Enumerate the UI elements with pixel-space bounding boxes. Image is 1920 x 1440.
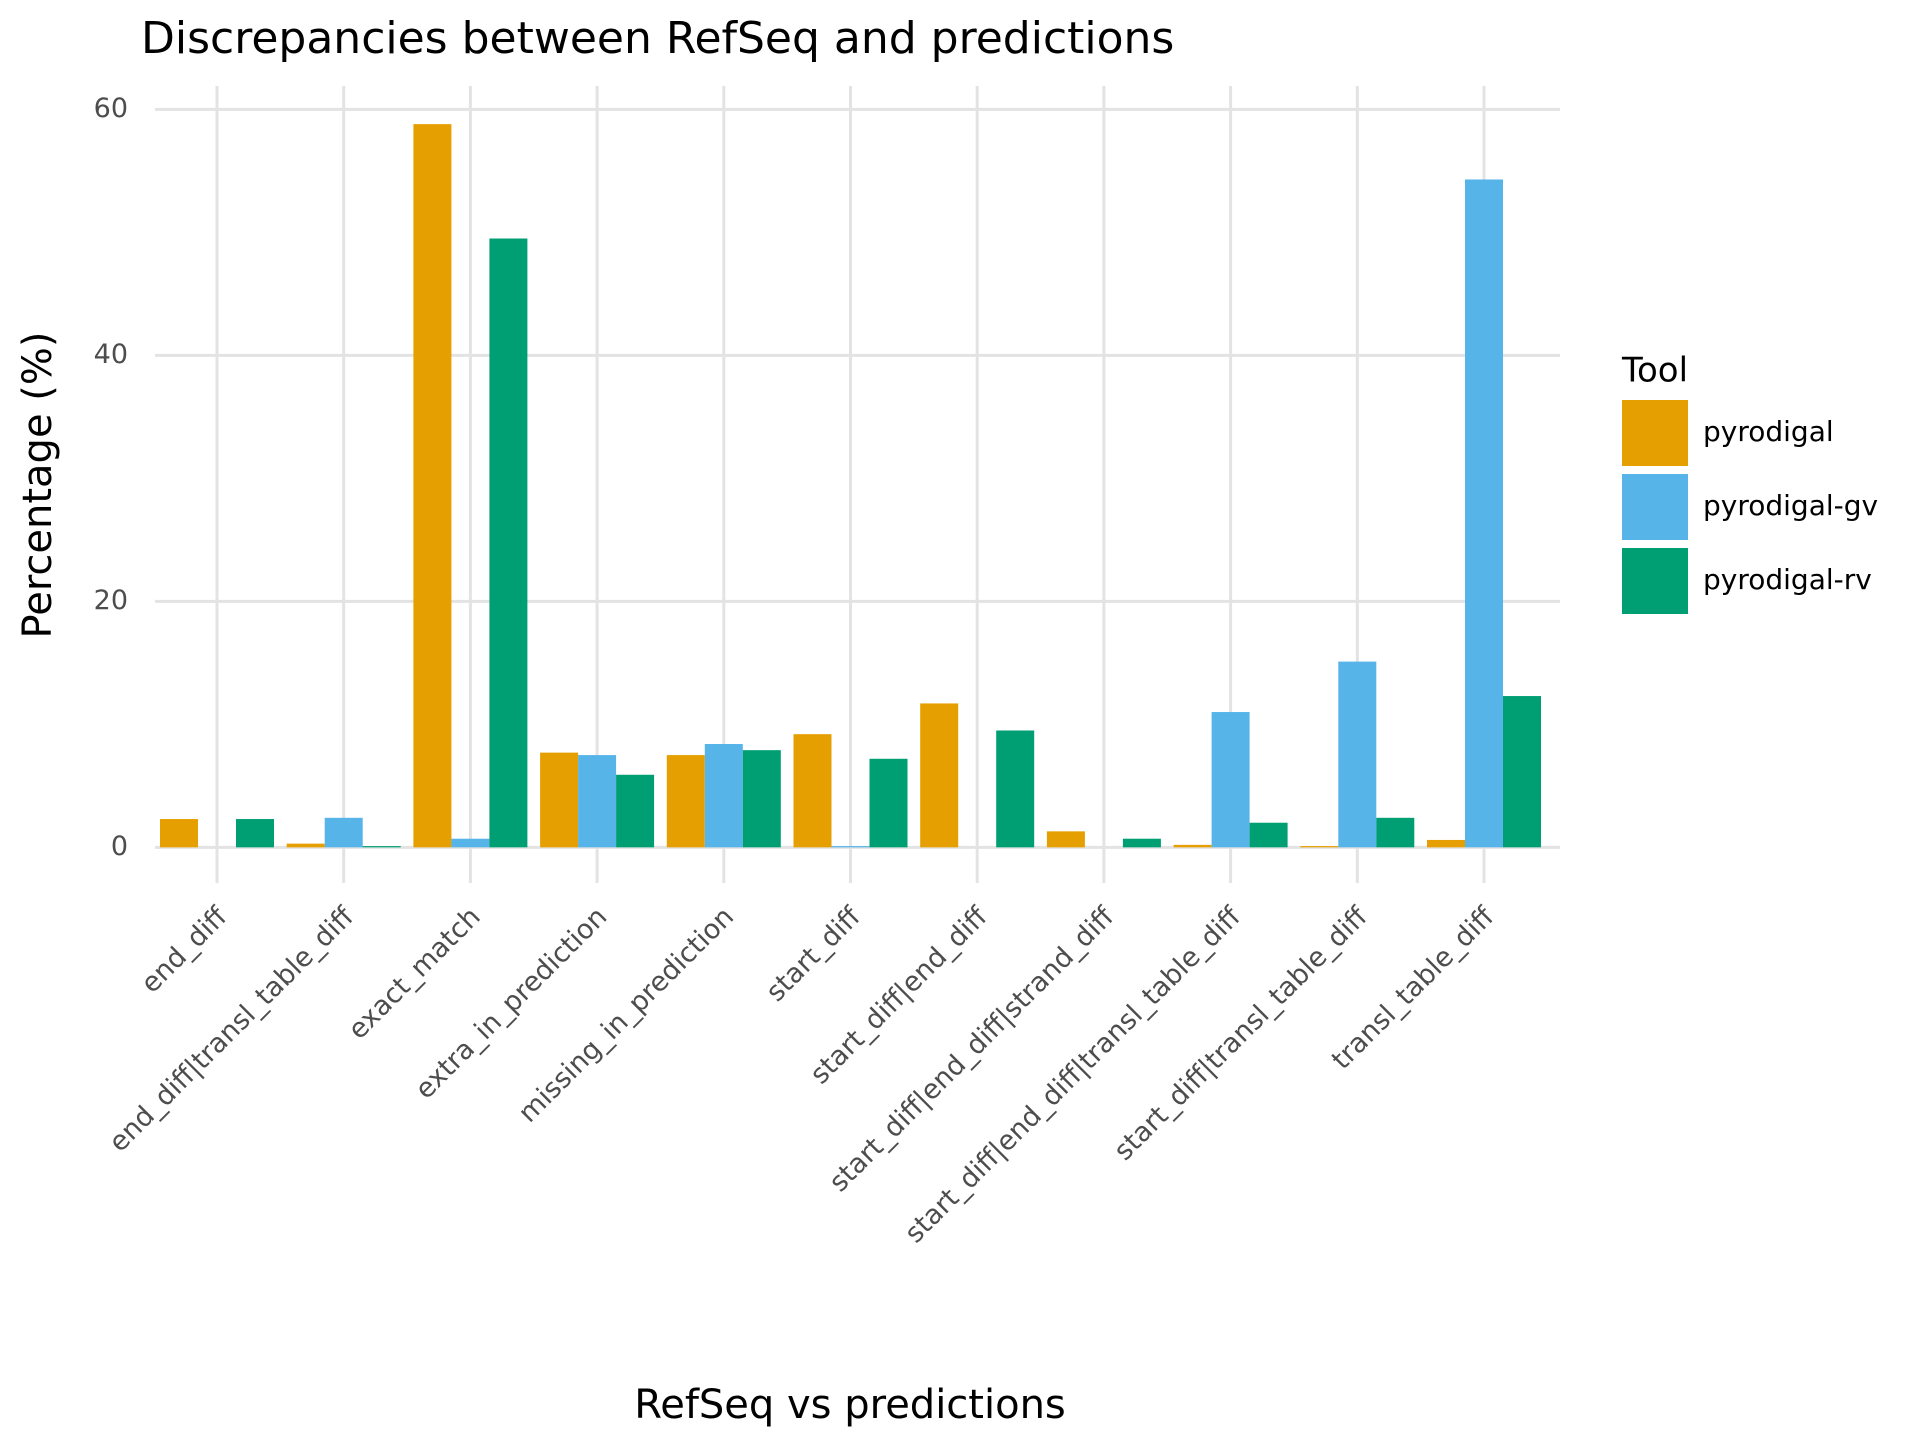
chart-title: Discrepancies between RefSeq and predict… [141,13,1174,64]
legend-swatch [1622,400,1688,466]
bar [1122,838,1161,848]
x-tick-label: exact_match [342,901,486,1045]
y-tick-label: 0 [111,831,128,862]
legend-label: pyrodigal-rv [1703,563,1872,596]
bar [704,744,743,848]
bar [869,758,908,848]
bar [413,124,452,848]
bar [489,238,528,848]
y-axis-title: Percentage (%) [15,332,61,639]
bar [236,819,274,848]
bars [160,124,1541,848]
x-tick-label: end_diff [135,900,234,999]
x-tick-label: end_diff|transl_table_diff [103,900,361,1158]
bar [1465,179,1503,848]
legend-swatch [1622,548,1688,614]
bar [666,755,705,848]
bar [1503,696,1541,848]
legend-label: pyrodigal-gv [1703,489,1878,522]
x-axis-title: RefSeq vs predictions [634,1382,1066,1428]
bar [793,734,832,848]
bar [742,750,781,848]
bar [540,752,579,848]
x-tick-label: missing_in_prediction [513,901,741,1129]
legend-swatch [1622,474,1688,540]
bar [1211,712,1250,848]
bar [616,774,655,848]
bar [578,755,617,848]
bar [996,730,1035,848]
bar [1338,661,1377,848]
legend-title: Tool [1621,351,1688,391]
bar [831,846,870,848]
bar [362,846,401,848]
bar [1249,822,1288,848]
y-tick-label: 60 [94,93,128,124]
y-tick-label: 20 [94,585,128,616]
y-tick-label: 40 [94,339,128,370]
x-tick-label: start_diff [760,900,867,1007]
x-tick-label: start_diff|transl_table_diff [1108,900,1374,1166]
legend-label: pyrodigal [1703,415,1834,448]
bar [324,817,363,848]
bar [1427,839,1465,848]
bar [1046,831,1085,848]
bar [286,843,325,848]
bar [920,703,959,848]
bar [1173,844,1212,848]
bar [160,819,198,848]
bar [1300,846,1339,848]
bar [451,838,490,848]
bar [1376,817,1415,848]
